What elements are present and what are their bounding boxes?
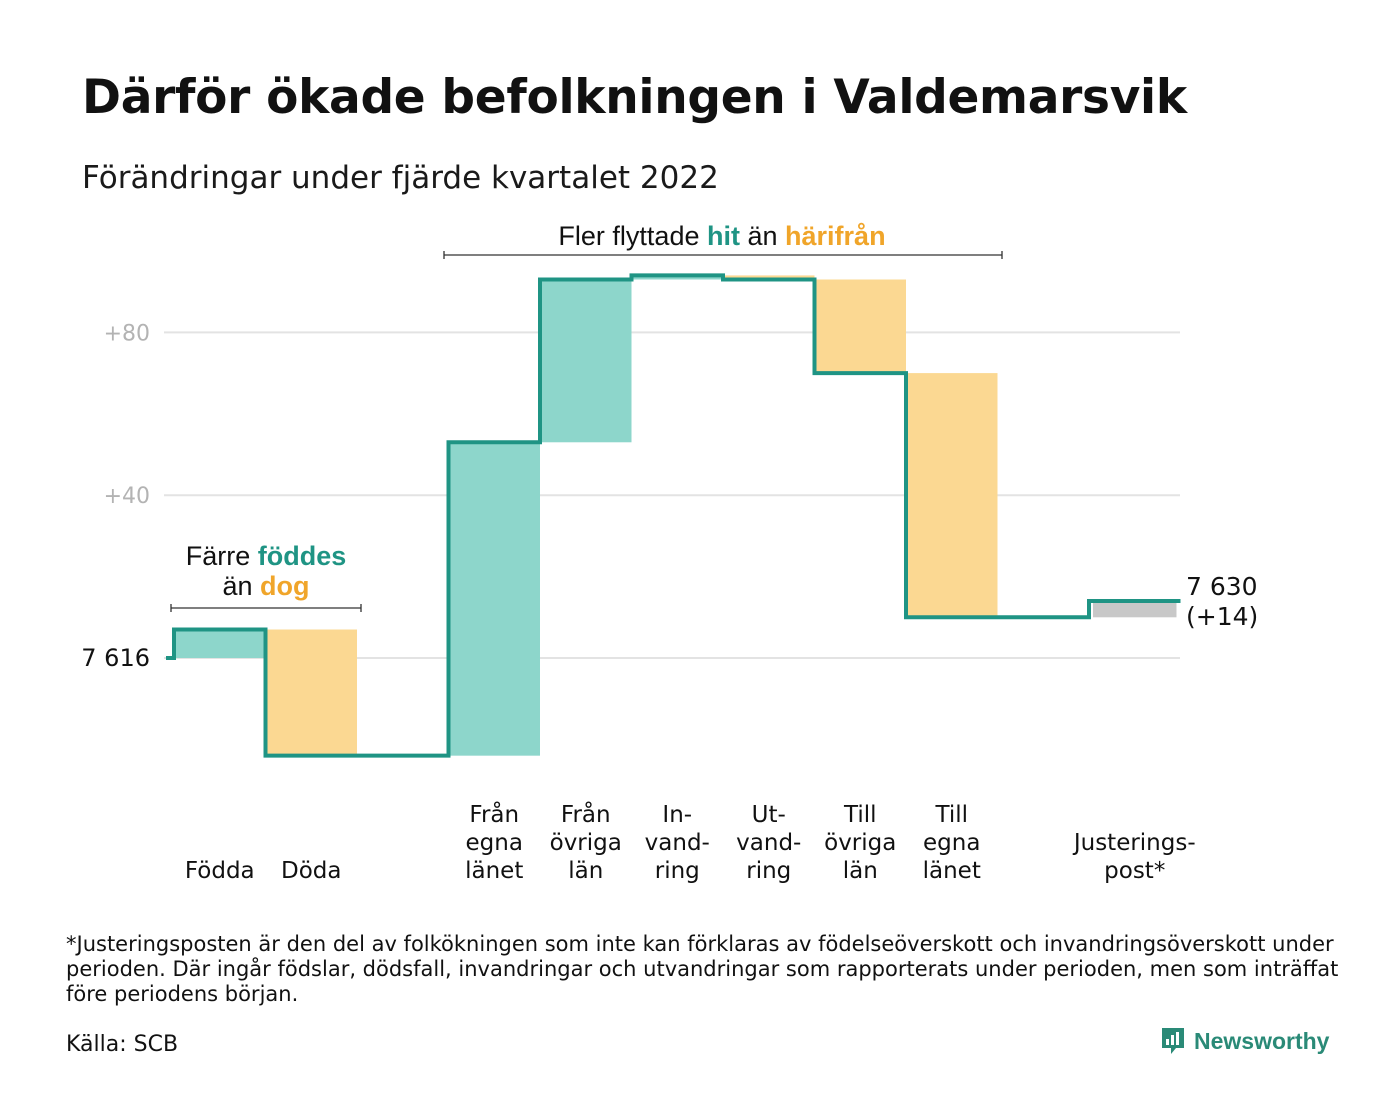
annotation-layer: Fler flyttade hit än härifrån Färre födde… [170,221,1003,612]
category-label: Ut- [752,802,786,828]
waterfall-bar [265,629,357,756]
category-label: länet [465,858,523,884]
category-label: Till [843,802,877,828]
births-annotation-line2-part: dog [260,571,309,601]
category-label: ring [746,858,791,884]
category-label: övriga [550,830,622,856]
migration-annotation-part: än [740,221,785,251]
brand-logo[interactable]: Newsworthy [1160,1026,1329,1056]
source-note: Källa: SCB [66,1032,179,1057]
migration-annotation: Fler flyttade hit än härifrån [558,221,885,251]
chart-subtitle: Förändringar under fjärde kvartalet 2022 [82,160,719,196]
category-label: län [843,858,878,884]
category-label: vand- [736,830,801,856]
bar-layer [174,275,1177,756]
waterfall-bar [448,442,540,756]
births-annotation-line1-part: föddes [258,541,347,571]
waterfall-bar [723,275,815,280]
newsworthy-logo-icon [1162,1028,1184,1054]
migration-annotation-part: hit [707,221,740,251]
migration-annotation-part: härifrån [785,221,886,251]
category-label: Födda [185,858,255,884]
end-value-label: 7 630 [1186,572,1258,601]
step-line [166,273,1181,758]
category-label: Från [561,800,611,828]
births-annotation-line2: än dog [222,571,309,601]
births-annotation-line2-part: än [222,571,260,601]
category-label: län [568,858,603,884]
category-label: egna [466,830,523,856]
waterfall-bar [906,373,998,618]
category-label: Till [934,802,968,828]
waterfall-bar [814,279,906,374]
y-tick-label: +80 [104,321,150,346]
category-label: Från [469,800,519,828]
footnote: *Justeringsposten är den del av folkökni… [66,932,1339,1006]
category-label: vand- [645,830,710,856]
category-label: länet [923,858,981,884]
category-label: övriga [824,830,896,856]
y-tick-label: +40 [104,484,150,509]
brand-name: Newsworthy [1194,1027,1330,1054]
births-annotation-line1-part: Färre [186,541,258,571]
end-change-label: (+14) [1186,602,1258,631]
start-value-label: 7 616 [81,644,150,672]
waterfall-bar [1093,601,1177,618]
step-line-layer [166,273,1181,758]
category-label: post* [1104,858,1165,884]
waterfall-bar [631,275,723,280]
grid-layer [164,331,1180,659]
category-label: egna [923,830,980,856]
migration-annotation-part: Fler flyttade [558,221,707,251]
category-label: Justerings- [1072,830,1196,856]
waterfall-bar [174,629,266,658]
chart-title: Därför ökade befolkningen i Valdemarsvik [82,70,1187,125]
waterfall-bar [540,279,632,443]
category-label: In- [662,802,692,828]
category-label: ring [655,858,700,884]
births-annotation-line1: Färre föddes [186,541,347,571]
category-label: Döda [281,858,341,884]
